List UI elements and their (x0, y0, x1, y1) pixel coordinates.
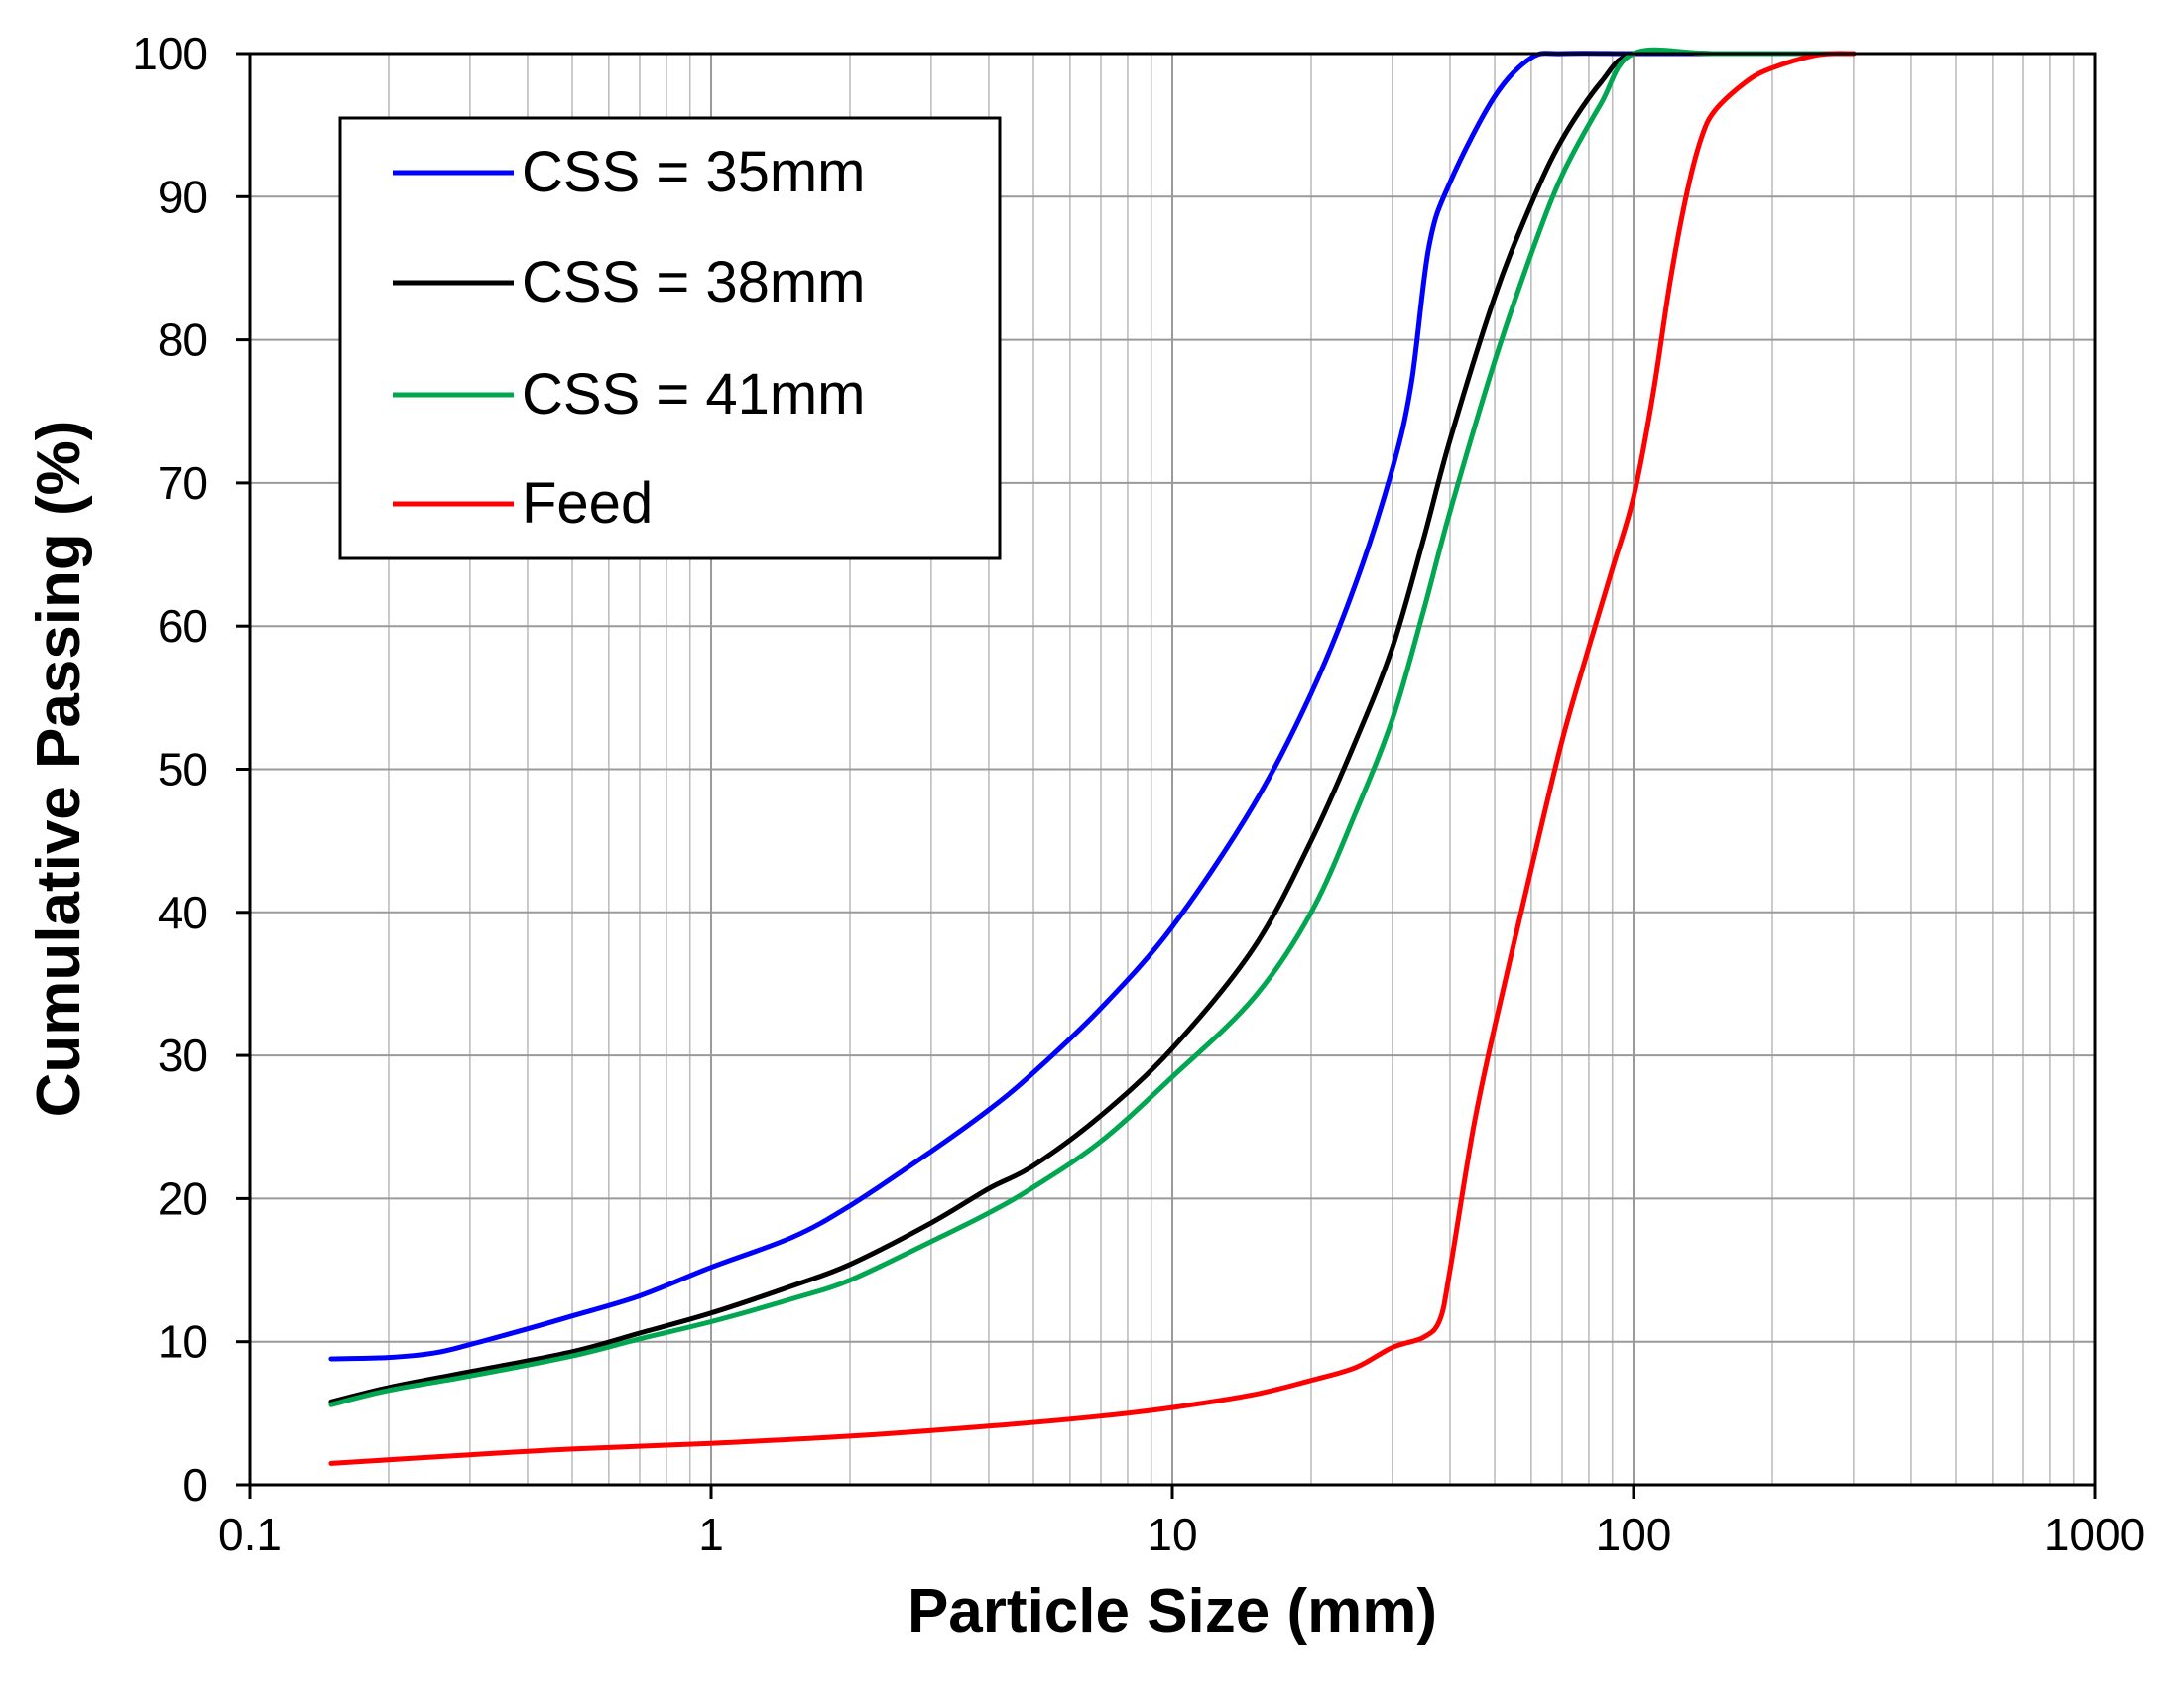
series-line-css-38mm (328, 49, 1857, 1404)
series-line-css-41mm (328, 47, 1857, 1407)
series-line-css-35mm (328, 51, 1718, 1362)
axis-ticks (236, 52, 2097, 1499)
x-tick-label: 1 (698, 1509, 724, 1560)
y-axis-title: Cumulative Passing (%) (25, 421, 93, 1118)
y-tick-label: 100 (132, 28, 208, 79)
x-tick-label: 1000 (2044, 1509, 2145, 1560)
y-tick-label: 10 (158, 1316, 208, 1368)
legend-label-css-35mm: CSS = 35mm (522, 140, 866, 204)
x-tick-label: 0.1 (218, 1509, 282, 1560)
y-tick-label: 60 (158, 600, 208, 652)
data-series (328, 47, 1857, 1466)
y-tick-label: 50 (158, 744, 208, 795)
series-line-feed (328, 51, 1857, 1466)
y-tick-label: 30 (158, 1030, 208, 1081)
y-tick-label: 70 (158, 457, 208, 509)
y-tick-label: 40 (158, 887, 208, 938)
y-tick-label: 0 (182, 1459, 208, 1511)
x-tick-label: 100 (1596, 1509, 1672, 1560)
legend-label-css-38mm: CSS = 38mm (522, 250, 866, 314)
axis-tick-labels: 0.1 1 10 100 1000 0 10 20 30 40 50 60 70 80 90 100 (132, 28, 2145, 1560)
legend-box (338, 116, 1002, 560)
x-tick-label: 10 (1147, 1509, 1197, 1560)
legend: CSS = 35mm CSS = 38mm CSS = 41mm Feed (338, 116, 1002, 560)
y-tick-label: 80 (158, 314, 208, 366)
legend-label-feed: Feed (522, 471, 653, 536)
legend-label-css-41mm: CSS = 41mm (522, 362, 866, 427)
x-axis-title: Particle Size (mm) (908, 1577, 1437, 1646)
y-tick-label: 20 (158, 1172, 208, 1224)
y-tick-label: 90 (158, 171, 208, 222)
